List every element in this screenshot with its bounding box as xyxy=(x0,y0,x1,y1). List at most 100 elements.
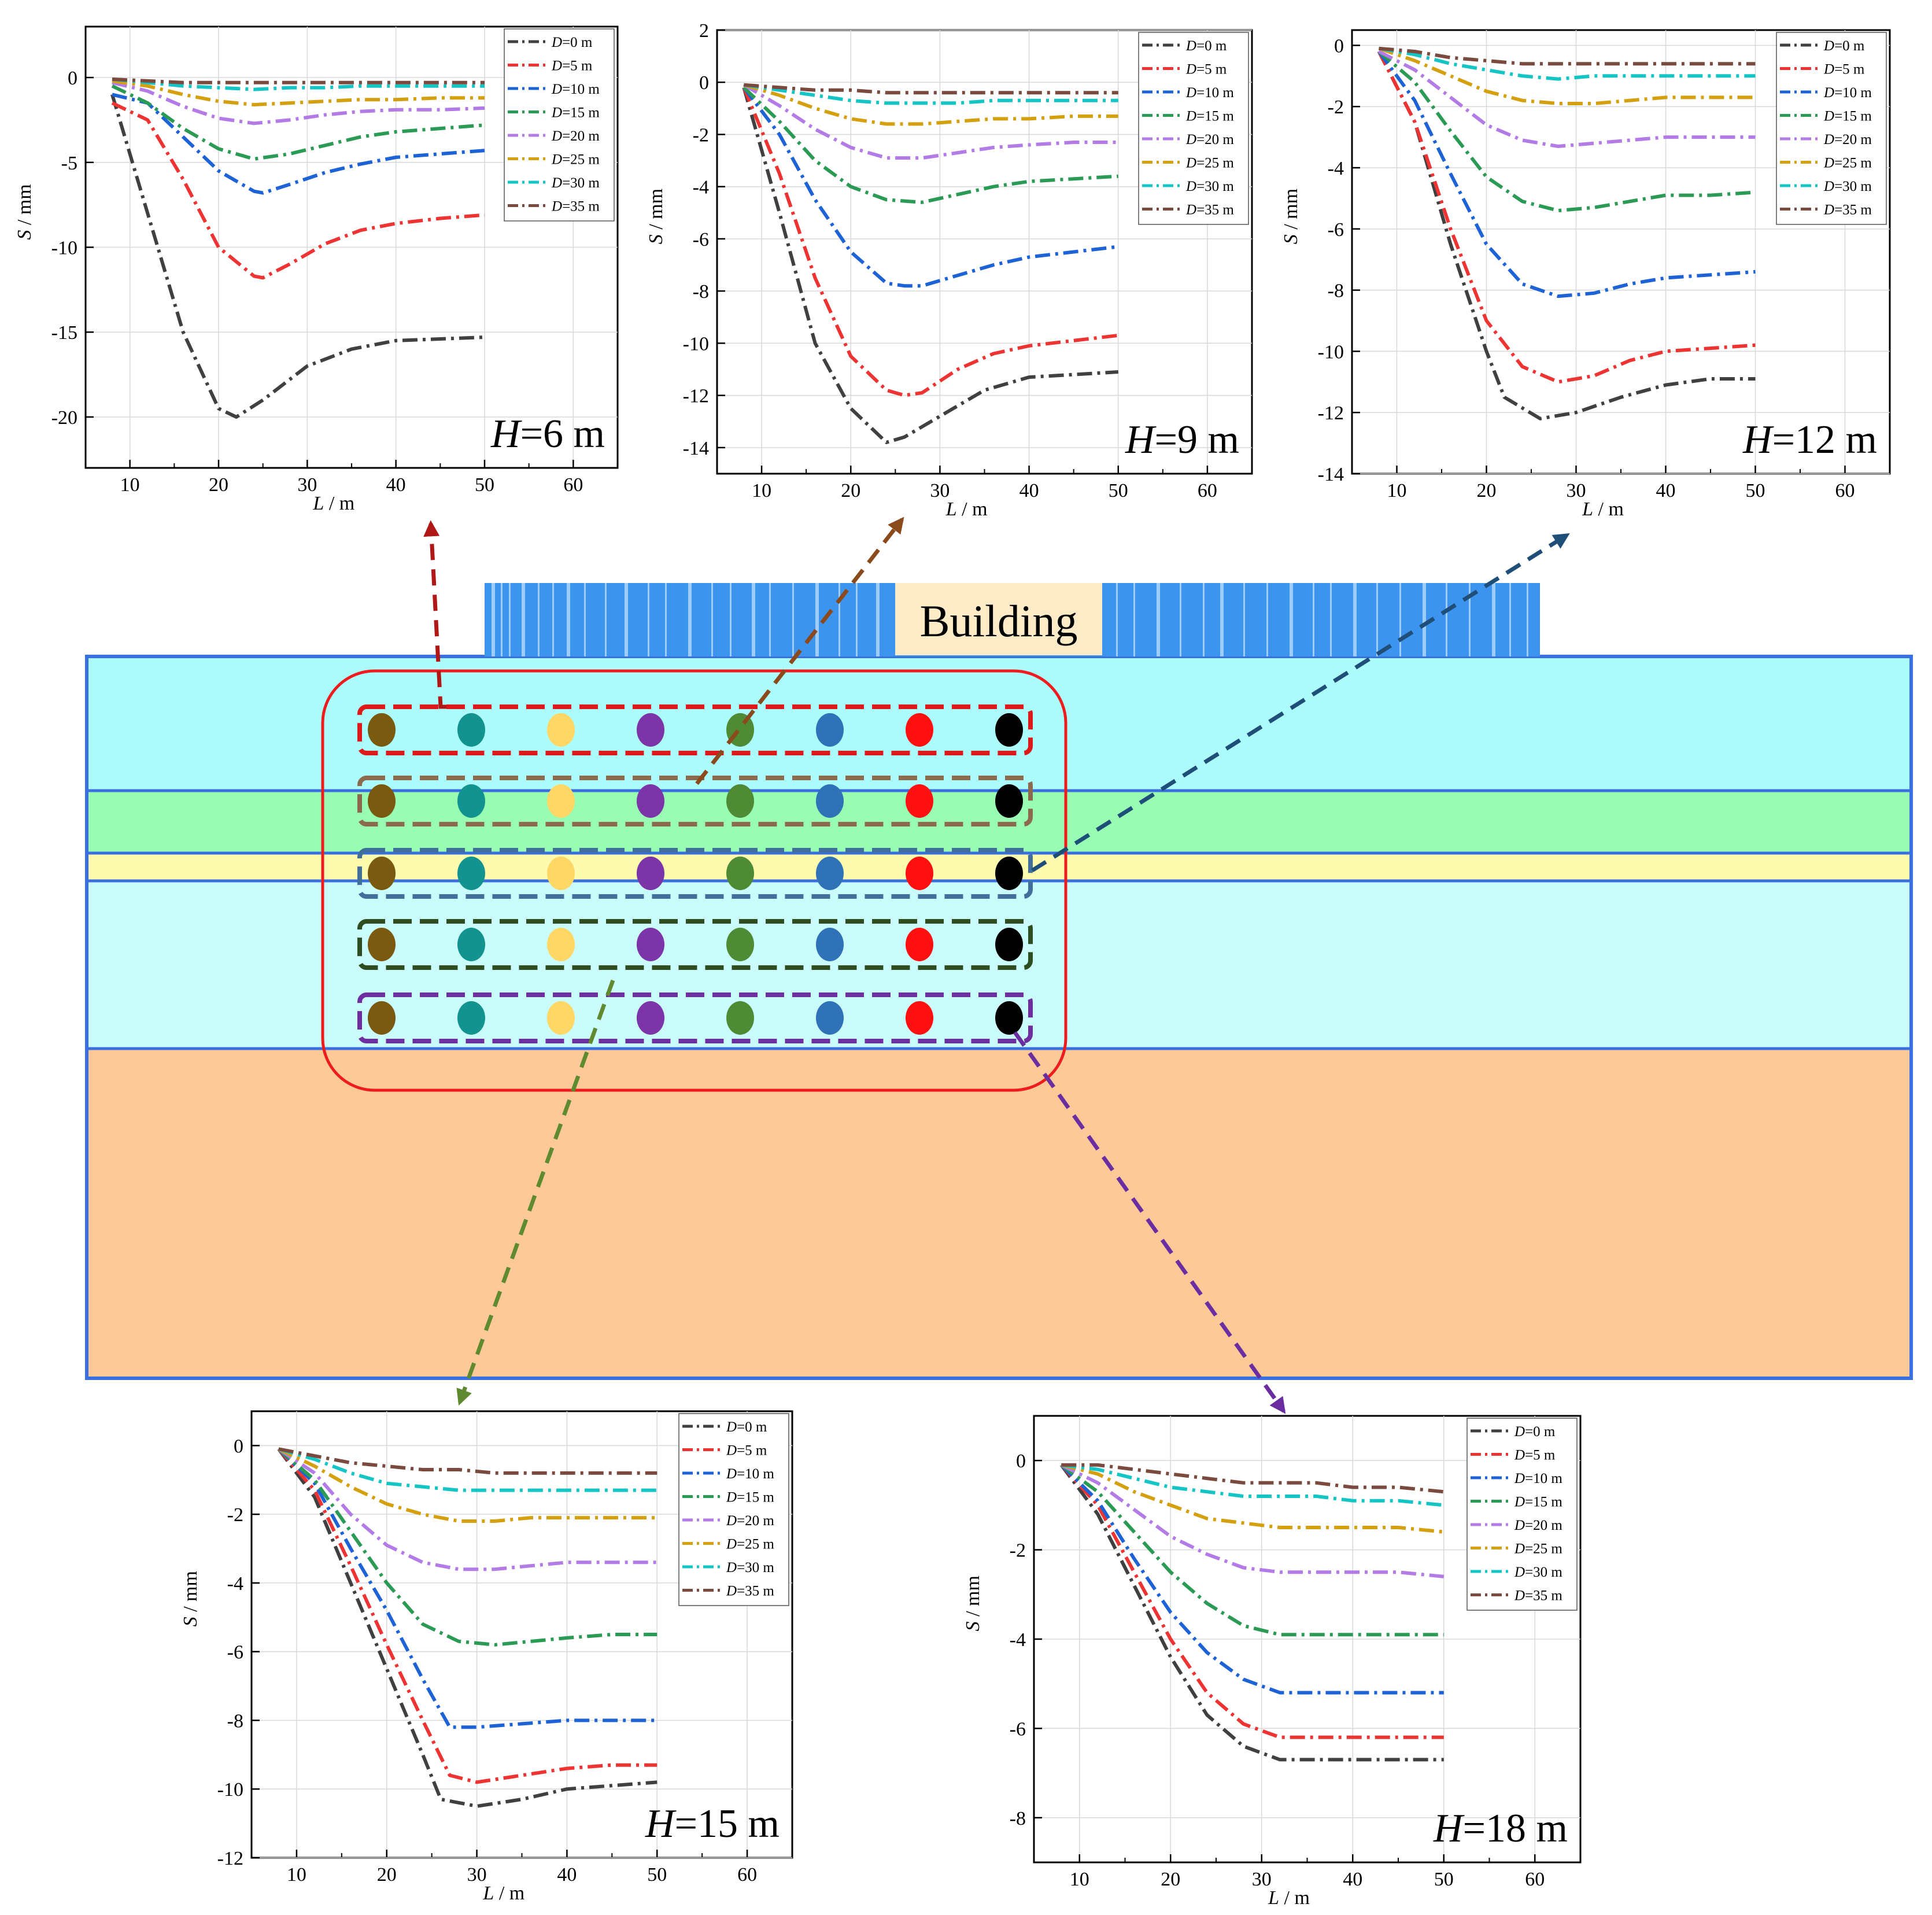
legend-label: D=0 m xyxy=(551,35,593,50)
y-tick-label: 0 xyxy=(1334,35,1344,57)
legend-label: D=10 m xyxy=(1823,85,1872,101)
x-tick-label: 60 xyxy=(563,474,583,496)
legend xyxy=(1466,1418,1578,1611)
legend xyxy=(678,1413,789,1606)
y-tick-label: -10 xyxy=(217,1779,243,1800)
x-tick-label: 20 xyxy=(1161,1869,1180,1890)
monitoring-point-r2-c5 xyxy=(726,784,754,818)
x-tick-label: 60 xyxy=(1835,480,1855,501)
monitoring-region xyxy=(321,669,1067,1092)
x-tick-label: 30 xyxy=(1567,480,1586,501)
x-tick-label: 50 xyxy=(1434,1869,1454,1890)
series-line-d-25-m xyxy=(743,83,1118,126)
y-tick-label: -6 xyxy=(227,1642,243,1663)
y-tick-label: -6 xyxy=(1010,1718,1026,1740)
monitoring-point-r3-c1 xyxy=(368,857,396,890)
y-tick-label: -10 xyxy=(683,333,709,355)
monitoring-point-r4-c4 xyxy=(637,928,664,961)
x-tick-label: 40 xyxy=(1019,480,1039,501)
x-tick-label: 50 xyxy=(647,1864,667,1886)
chart-h15: 10 20 30 40 50 60 0 -2 -4 -6 -8 -10 -12 D=0 m D=5 m D=1… xyxy=(180,1410,793,1904)
legend-label: D=5 m xyxy=(1514,1448,1556,1463)
legend-label: D=25 m xyxy=(1185,156,1234,171)
monitoring-group-1 xyxy=(357,704,1033,755)
y-tick-label: -8 xyxy=(1328,281,1344,302)
callout-arrow-5 xyxy=(1013,1031,1286,1414)
legend-label: D=15 m xyxy=(1514,1495,1562,1510)
series-line-d-10-m xyxy=(112,93,485,195)
legend-label: D=30 m xyxy=(1823,179,1872,194)
x-tick-label: 40 xyxy=(1343,1869,1362,1890)
y-axis-label: S / mm xyxy=(180,1571,201,1626)
monitoring-point-r1-c8 xyxy=(995,713,1023,747)
series-line-d-15-m xyxy=(1377,50,1756,213)
monitoring-point-r4-c1 xyxy=(368,928,396,961)
y-tick-label: -20 xyxy=(51,407,77,429)
y-tick-label: 0 xyxy=(1016,1451,1026,1472)
monitoring-point-r2-c6 xyxy=(816,784,844,818)
x-tick-label: 20 xyxy=(1477,480,1497,501)
building: Building xyxy=(485,583,1540,656)
monitoring-point-r4-c2 xyxy=(457,928,485,961)
series-line-d-25-m xyxy=(278,1447,657,1523)
y-tick-label: -12 xyxy=(217,1848,243,1869)
monitoring-point-r2-c8 xyxy=(995,784,1023,818)
monitoring-point-r3-c3 xyxy=(547,857,575,890)
series-line-d-15-m xyxy=(742,86,1118,204)
x-tick-label: 40 xyxy=(386,474,406,496)
series-line-d-10-m xyxy=(1060,1463,1444,1695)
legend-label: D=30 m xyxy=(1185,179,1234,194)
legend-label: D=20 m xyxy=(551,128,600,144)
x-tick-label: 30 xyxy=(930,480,950,501)
monitoring-point-r4-c7 xyxy=(906,928,933,961)
series-line-d-20-m xyxy=(1060,1463,1445,1578)
y-tick-label: 0 xyxy=(68,68,77,89)
series-line-d-35-m xyxy=(1379,46,1756,66)
x-tick-label: 50 xyxy=(1109,480,1128,501)
monitoring-point-r3-c6 xyxy=(816,857,844,890)
x-tick-label: 30 xyxy=(1252,1869,1272,1890)
y-tick-label: -4 xyxy=(1010,1629,1026,1651)
y-axis-label: S / mm xyxy=(645,189,667,244)
y-tick-label: -4 xyxy=(693,177,709,198)
series-line-d-35-m xyxy=(1061,1463,1445,1494)
chart-h6: 10 20 30 40 50 60 0 -5 -10 -15 -20 D=0 m D=5 m D=10 m… xyxy=(14,25,619,514)
legend-label: D=35 m xyxy=(1185,202,1234,218)
y-tick-label: -8 xyxy=(227,1710,243,1732)
chart-h18: 10 20 30 40 50 60 0 -2 -4 -6 -8 D=0 m D=5 m D=10 m D=1… xyxy=(962,1415,1582,1909)
series-line-d-0-m xyxy=(742,87,1118,444)
x-tick-label: 20 xyxy=(841,480,860,501)
layer-5 xyxy=(87,1049,1911,1378)
monitoring-point-r2-c7 xyxy=(906,784,933,818)
y-tick-label: -8 xyxy=(693,281,709,302)
legend-label: D=10 m xyxy=(551,82,600,97)
x-tick-label: 60 xyxy=(1525,1869,1545,1890)
series-line-d-25-m xyxy=(1061,1463,1445,1534)
monitoring-point-r4-c3 xyxy=(547,928,575,961)
y-tick-label: 0 xyxy=(699,72,709,94)
y-tick-label: 2 xyxy=(699,20,709,42)
series-line-d-35-m xyxy=(744,83,1118,95)
legend xyxy=(1776,32,1887,225)
x-axis-label: L / m xyxy=(312,493,354,514)
series-line-d-30-m xyxy=(112,78,485,91)
legend-label: D=30 m xyxy=(551,175,600,191)
legend xyxy=(504,28,615,222)
chart-h12: 10 20 30 40 50 60 0 -2 -4 -6 -8 -10 -12 -14 D=0 m D=5 m… xyxy=(1280,29,1891,520)
y-axis-label: S / mm xyxy=(962,1575,984,1631)
monitoring-point-r3-c2 xyxy=(457,857,485,890)
chart-title: H=12 m xyxy=(1742,418,1877,462)
series-line-d-20-m xyxy=(1378,50,1756,148)
series-line-d-10-m xyxy=(277,1448,657,1729)
x-axis-label: L / m xyxy=(482,1883,524,1904)
x-tick-label: 20 xyxy=(377,1864,397,1886)
legend-label: D=20 m xyxy=(726,1513,774,1529)
x-tick-label: 60 xyxy=(1198,480,1217,501)
legend-label: D=10 m xyxy=(1514,1471,1562,1486)
x-tick-label: 40 xyxy=(557,1864,577,1886)
monitoring-point-r5-c2 xyxy=(457,1001,485,1035)
chart-title: H=15 m xyxy=(645,1802,780,1846)
series-line-d-25-m xyxy=(112,79,485,106)
